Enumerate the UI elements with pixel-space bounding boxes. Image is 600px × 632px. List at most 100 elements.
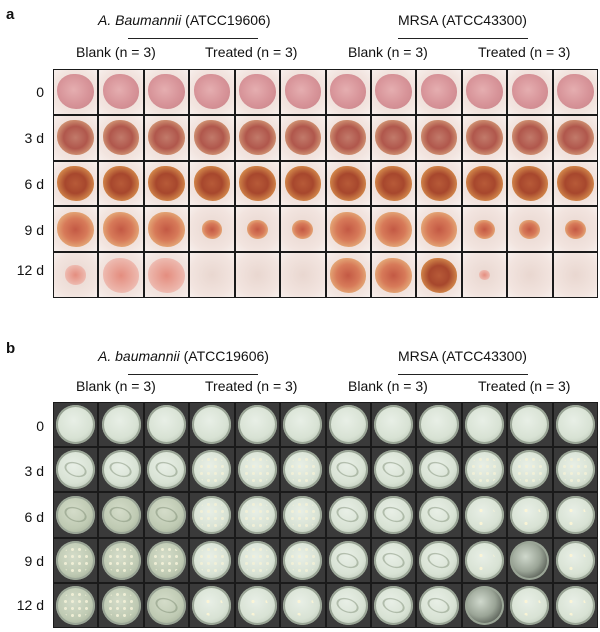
culture-plate-tile	[508, 538, 552, 582]
panel-a-group-0: Blank (n = 3)	[76, 44, 156, 60]
culture-plate-tile	[326, 403, 370, 447]
wound-area	[193, 165, 231, 201]
wound-area	[420, 257, 458, 293]
petri-dish	[464, 585, 504, 625]
wound-area	[466, 165, 503, 201]
wound-area	[329, 211, 367, 247]
culture-plate-tile	[281, 493, 325, 537]
petri-dish	[510, 585, 550, 625]
petri-dish	[464, 540, 504, 580]
panel-a-row-label-4: 12 d	[16, 262, 44, 278]
wound-area	[466, 120, 503, 156]
culture-plate-tile	[462, 538, 507, 582]
wound-photo-tile	[235, 253, 280, 297]
panel-b-organism-left-strain: (ATCC19606)	[179, 348, 269, 364]
culture-plate-tile	[144, 403, 189, 447]
culture-plate-tile	[99, 493, 143, 537]
panel-b-row-label-3: 9 d	[24, 553, 44, 569]
petri-dish	[101, 540, 141, 580]
panel-a-row-label-3: 9 d	[24, 222, 44, 238]
wound-area	[102, 120, 140, 156]
panel-b-row-label-2: 6 d	[24, 509, 44, 525]
petri-dish	[328, 495, 368, 535]
wound-area	[557, 120, 594, 156]
petri-dish	[146, 585, 187, 625]
panel-a-group-3: Treated (n = 3)	[478, 44, 571, 60]
petri-dish	[328, 585, 368, 625]
panel-a-organism-left: A. Baumannii (ATCC19606)	[98, 12, 271, 28]
culture-plate-tile	[235, 583, 280, 627]
wound-photo-tile	[281, 115, 325, 160]
culture-plate-tile	[144, 583, 189, 627]
wound-area	[420, 211, 458, 247]
wound-photo-tile	[508, 161, 552, 206]
culture-plate-tile	[190, 493, 234, 537]
culture-plate-tile	[508, 403, 552, 447]
wound-area	[292, 219, 314, 239]
wound-photo-tile	[54, 161, 98, 206]
culture-plate-tile	[99, 448, 143, 492]
petri-dish	[555, 585, 595, 625]
petri-dish	[56, 540, 96, 580]
wound-photo-tile	[144, 253, 189, 297]
wound-photo-tile	[553, 161, 597, 206]
panel-b-row-label-1: 3 d	[24, 463, 44, 479]
wound-photo-tile	[99, 207, 143, 252]
panel-b-label: b	[6, 340, 16, 357]
culture-plate-tile	[99, 538, 143, 582]
wound-area	[57, 74, 94, 110]
wound-area	[246, 219, 268, 239]
petri-dish	[56, 495, 96, 535]
petri-dish	[555, 405, 595, 445]
panel-a-organism-right: MRSA (ATCC43300)	[398, 12, 527, 28]
petri-dish	[101, 585, 141, 625]
panel-a-row-label-1: 3 d	[24, 130, 44, 146]
panel-b-row-label-0: 0	[36, 418, 44, 434]
wound-area	[239, 165, 276, 201]
petri-dish	[419, 540, 459, 580]
culture-plate-tile	[281, 448, 325, 492]
petri-dish	[374, 540, 414, 580]
wound-area	[420, 165, 458, 201]
wound-photo-tile	[326, 207, 370, 252]
wound-photo-tile	[54, 253, 98, 297]
culture-plate-tile	[54, 583, 98, 627]
wound-photo-tile	[235, 115, 280, 160]
panel-a-bracket-left	[128, 38, 258, 39]
culture-plate-tile	[371, 403, 416, 447]
petri-dish	[374, 405, 414, 445]
wound-photo-tile	[190, 115, 234, 160]
petri-dish	[419, 405, 459, 445]
culture-plate-tile	[508, 448, 552, 492]
wound-photo-tile	[462, 70, 507, 114]
panel-b-row-label-4: 12 d	[16, 597, 44, 613]
wound-photo-tile	[54, 115, 98, 160]
wound-photo-tile	[190, 70, 234, 114]
wound-area	[148, 120, 185, 156]
wound-photo-tile	[326, 161, 370, 206]
panel-b-organism-right: MRSA (ATCC43300)	[398, 348, 527, 364]
petri-dish	[464, 495, 504, 535]
wound-photo-tile	[235, 207, 280, 252]
wound-area	[420, 120, 458, 156]
wound-photo-tile	[190, 253, 234, 297]
panel-a-wound-photo-grid	[53, 69, 598, 298]
culture-plate-tile	[190, 583, 234, 627]
petri-dish	[328, 405, 368, 445]
culture-plate-tile	[417, 538, 461, 582]
petri-dish	[237, 450, 277, 490]
wound-area	[557, 165, 594, 201]
culture-plate-tile	[281, 403, 325, 447]
panel-b-group-0: Blank (n = 3)	[76, 378, 156, 394]
petri-dish	[101, 495, 141, 535]
wound-area	[564, 219, 586, 239]
wound-photo-tile	[326, 253, 370, 297]
petri-dish	[146, 540, 187, 580]
wound-photo-tile	[462, 161, 507, 206]
panel-b-bracket-right	[398, 374, 528, 375]
culture-plate-tile	[417, 493, 461, 537]
wound-photo-tile	[462, 207, 507, 252]
wound-area	[239, 120, 276, 156]
wound-photo-tile	[508, 115, 552, 160]
wound-area	[102, 211, 140, 247]
